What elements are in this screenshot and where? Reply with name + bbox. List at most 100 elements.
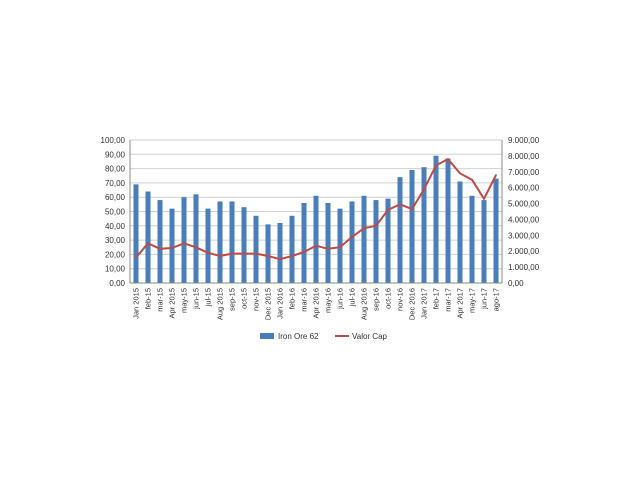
y2-tick-label: 3.000,00 bbox=[508, 231, 540, 240]
bar bbox=[277, 222, 283, 283]
line-point bbox=[219, 255, 221, 257]
line-point bbox=[351, 236, 353, 238]
bar bbox=[217, 201, 223, 283]
bar bbox=[133, 184, 139, 283]
y2-tick-label: 8.000,00 bbox=[508, 152, 540, 161]
bar bbox=[205, 208, 211, 283]
bar bbox=[301, 202, 307, 283]
x-tick-label: Apr 2017 bbox=[456, 288, 465, 318]
line-point bbox=[495, 174, 497, 176]
x-tick-label: oct-15 bbox=[240, 288, 249, 309]
line-series bbox=[135, 158, 497, 261]
bar bbox=[265, 224, 271, 283]
bar bbox=[181, 197, 187, 283]
x-tick-label: oct-16 bbox=[384, 288, 393, 309]
bar bbox=[445, 158, 451, 283]
line-point bbox=[411, 208, 413, 210]
line-point bbox=[135, 256, 137, 259]
x-tick-label: Jan 2016 bbox=[276, 288, 285, 319]
bar bbox=[457, 181, 463, 283]
line-point bbox=[207, 252, 209, 254]
bar bbox=[253, 215, 259, 283]
legend: Iron Ore 62 Valor Cap bbox=[260, 332, 388, 341]
line-point bbox=[183, 242, 185, 245]
legend-label: Iron Ore 62 bbox=[278, 332, 319, 341]
bar bbox=[493, 178, 499, 283]
y-tick-label: 90,00 bbox=[105, 150, 126, 159]
x-tick-label: feb-16 bbox=[288, 288, 297, 309]
x-tick-label: Jan 2017 bbox=[420, 288, 429, 319]
line-point bbox=[471, 178, 473, 181]
line-point bbox=[375, 225, 377, 227]
x-tick-label: Dec 2015 bbox=[264, 288, 273, 320]
y2-tick-label: 1.000,00 bbox=[508, 263, 540, 272]
line-point bbox=[195, 246, 197, 249]
x-tick-label: jun-15 bbox=[192, 288, 201, 310]
line-point bbox=[363, 227, 365, 229]
y-tick-label: 40,00 bbox=[105, 222, 126, 231]
bar bbox=[385, 198, 391, 283]
bar bbox=[397, 177, 403, 283]
x-tick-label: mar-16 bbox=[300, 288, 309, 312]
line-point bbox=[435, 164, 437, 167]
x-tick-label: jul-15 bbox=[204, 288, 213, 307]
y-tick-label: 50,00 bbox=[105, 208, 126, 217]
bar bbox=[349, 201, 355, 283]
bar-series bbox=[133, 155, 499, 283]
bar bbox=[241, 207, 247, 283]
x-tick-label: Apr 2015 bbox=[168, 288, 177, 318]
y2-tick-label: 6.000,00 bbox=[508, 184, 540, 193]
bar bbox=[289, 215, 295, 283]
x-tick-label: Aug 2016 bbox=[360, 288, 369, 320]
line-point bbox=[231, 252, 233, 255]
bar bbox=[145, 191, 151, 283]
y-tick-label: 80,00 bbox=[105, 165, 126, 174]
y-tick-label: 100,00 bbox=[101, 136, 126, 145]
line-point bbox=[147, 242, 149, 245]
line-point bbox=[399, 203, 401, 206]
y-tick-label: 60,00 bbox=[105, 193, 126, 202]
line-point bbox=[159, 248, 161, 250]
line-point bbox=[279, 258, 281, 260]
x-tick-label: Jan 2015 bbox=[132, 288, 141, 319]
bar bbox=[325, 202, 331, 283]
legend-label: Valor Cap bbox=[352, 332, 388, 341]
x-tick-label: may-17 bbox=[468, 288, 477, 313]
x-tick-label: nov-16 bbox=[396, 288, 405, 311]
x-tick-label: mar-15 bbox=[156, 288, 165, 312]
bar bbox=[337, 208, 343, 283]
line-point bbox=[243, 252, 245, 255]
y-tick-label: 10,00 bbox=[105, 265, 126, 274]
bar bbox=[433, 155, 439, 283]
x-tick-label: sep-16 bbox=[372, 288, 381, 311]
x-tick-label: sep-15 bbox=[228, 288, 237, 311]
bar bbox=[421, 167, 427, 283]
x-tick-label: may-16 bbox=[324, 288, 333, 313]
line-point bbox=[303, 251, 305, 253]
x-tick-label: feb-15 bbox=[144, 288, 153, 309]
y2-tick-label: 4.000,00 bbox=[508, 215, 540, 224]
line-point bbox=[339, 246, 341, 249]
bar bbox=[193, 194, 199, 283]
x-tick-label: ago-17 bbox=[492, 288, 501, 311]
line-point bbox=[327, 248, 329, 250]
line-point bbox=[315, 244, 317, 247]
bar bbox=[481, 200, 487, 283]
bar bbox=[469, 195, 475, 283]
line-point bbox=[459, 172, 461, 175]
bar bbox=[229, 201, 235, 283]
legend-swatch-bar bbox=[260, 333, 274, 339]
x-tick-label: Aug 2015 bbox=[216, 288, 225, 320]
y-tick-label: 30,00 bbox=[105, 236, 126, 245]
y-tick-label: 0,00 bbox=[109, 279, 125, 288]
line-point bbox=[387, 209, 389, 211]
y-tick-label: 20,00 bbox=[105, 250, 126, 259]
x-tick-label: jun-17 bbox=[480, 288, 489, 310]
x-tick-label: feb-17 bbox=[432, 288, 441, 309]
x-tick-label: may-15 bbox=[180, 288, 189, 313]
bar bbox=[313, 195, 319, 283]
bar bbox=[361, 195, 367, 283]
line-point bbox=[483, 197, 485, 200]
